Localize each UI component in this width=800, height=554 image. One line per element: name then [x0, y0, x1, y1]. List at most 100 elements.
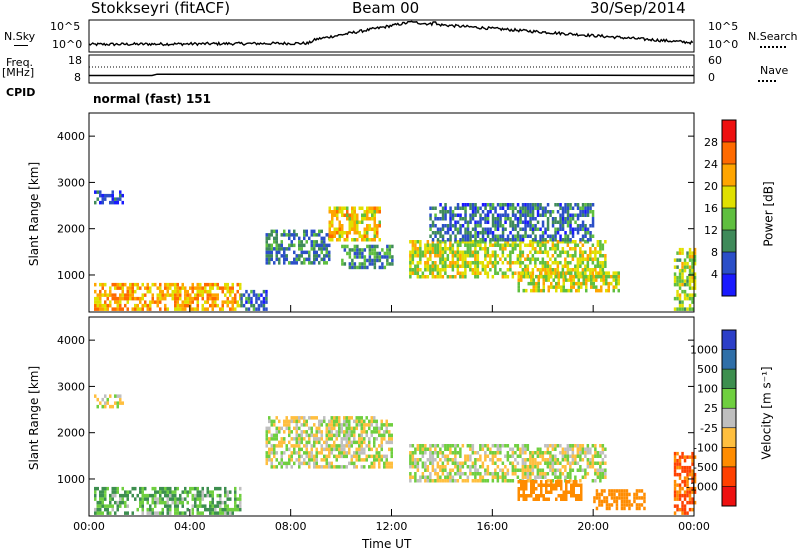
heatmap-cell [444, 447, 447, 451]
heatmap-cell [617, 281, 620, 286]
heatmap-cell [504, 271, 507, 275]
heatmap-cell [161, 296, 164, 301]
heatmap-cell [429, 213, 432, 217]
heatmap-cell [557, 494, 560, 498]
heatmap-cell [176, 307, 179, 311]
heatmap-cell [293, 250, 296, 255]
heatmap-cell [166, 282, 169, 287]
heatmap-cell [328, 454, 331, 459]
heatmap-cell [454, 275, 457, 279]
heatmap-cell [693, 479, 697, 484]
heatmap-cell [589, 231, 592, 235]
heatmap-cell [386, 262, 389, 266]
heatmap-cell [308, 465, 311, 469]
heatmap-cell [373, 210, 376, 214]
heatmap-cell [464, 238, 467, 242]
heatmap-cell [295, 433, 298, 438]
heatmap-cell [429, 271, 432, 275]
heatmap-cell [295, 257, 298, 262]
heatmap-cell [348, 437, 351, 441]
heatmap-cell [461, 271, 465, 275]
heatmap-cell [595, 271, 598, 275]
heatmap-cell [506, 243, 510, 247]
heatmap-cell [509, 254, 512, 258]
heatmap-cell [388, 255, 392, 259]
heatmap-cell [683, 268, 687, 273]
heatmap-cell [681, 272, 684, 276]
heatmap-cell [368, 444, 371, 448]
heatmap-cell [688, 303, 692, 308]
heatmap-cell [536, 227, 540, 231]
heatmap-cell [335, 430, 338, 434]
heatmap-cell [368, 206, 371, 210]
heatmap-cell [600, 278, 603, 282]
heatmap-cell [295, 254, 298, 258]
heatmap-cell [534, 238, 537, 242]
heatmap-cell [481, 444, 485, 448]
heatmap-cell [693, 282, 697, 287]
heatmap-cell [561, 238, 565, 242]
heatmap-cell [275, 444, 278, 448]
heatmap-cell [315, 250, 318, 255]
heatmap-cell [174, 293, 177, 297]
heatmap-cell [211, 282, 214, 287]
heatmap-cell [353, 206, 356, 210]
heatmap-cell [431, 247, 435, 251]
heatmap-cell [531, 472, 535, 476]
heatmap-cell [164, 282, 167, 287]
heatmap-cell [471, 461, 475, 465]
heatmap-cell [214, 507, 217, 512]
heatmap-cell [461, 465, 465, 469]
heatmap-cell [524, 447, 527, 451]
heatmap-cell [449, 479, 452, 483]
heatmap-cell [328, 220, 331, 224]
heatmap-cell [159, 307, 162, 311]
heatmap-cell [146, 497, 149, 501]
heatmap-cell [559, 461, 562, 465]
heatmap-cell [383, 433, 386, 438]
heatmap-cell [388, 465, 391, 469]
heatmap-cell [511, 220, 515, 224]
heatmap-cell [484, 217, 487, 221]
heatmap-cell [315, 433, 318, 438]
heatmap-cell [449, 247, 452, 251]
heatmap-cell [589, 254, 592, 258]
velocity-y-tick-label: 4000 [57, 334, 85, 347]
heatmap-cell [114, 511, 117, 515]
heatmap-cell [536, 257, 540, 261]
heatmap-cell [561, 247, 565, 251]
heatmap-cell [444, 261, 447, 265]
heatmap-cell [561, 268, 565, 272]
heatmap-cell [111, 507, 114, 512]
heatmap-cell [94, 511, 97, 515]
heatmap-cell [262, 303, 266, 308]
heatmap-cell [501, 243, 505, 247]
heatmap-cell [348, 440, 351, 445]
heatmap-cell [496, 479, 500, 483]
heatmap-cell [336, 238, 339, 242]
heatmap-cell [691, 254, 694, 259]
heatmap-cell [608, 503, 611, 507]
heatmap-cell [303, 243, 306, 248]
heatmap-cell [318, 423, 321, 427]
heatmap-cell [615, 506, 619, 511]
heatmap-cell [491, 264, 495, 268]
heatmap-cell [479, 243, 482, 247]
heatmap-cell [456, 243, 460, 247]
heatmap-cell [338, 451, 341, 455]
heatmap-cell [582, 274, 585, 279]
heatmap-cell [494, 271, 497, 275]
heatmap-cell [554, 454, 557, 458]
heatmap-cell [446, 454, 450, 458]
heatmap-cell [262, 307, 266, 311]
heatmap-cell [308, 461, 311, 466]
heatmap-cell [554, 234, 557, 238]
heatmap-cell [511, 240, 515, 244]
nave-dotted-marker [758, 80, 776, 82]
heatmap-cell [554, 461, 557, 465]
heatmap-cell [305, 250, 308, 255]
heatmap-cell [214, 486, 217, 491]
heatmap-cell [461, 479, 465, 483]
heatmap-cell [484, 257, 487, 261]
heatmap-cell [524, 203, 527, 207]
